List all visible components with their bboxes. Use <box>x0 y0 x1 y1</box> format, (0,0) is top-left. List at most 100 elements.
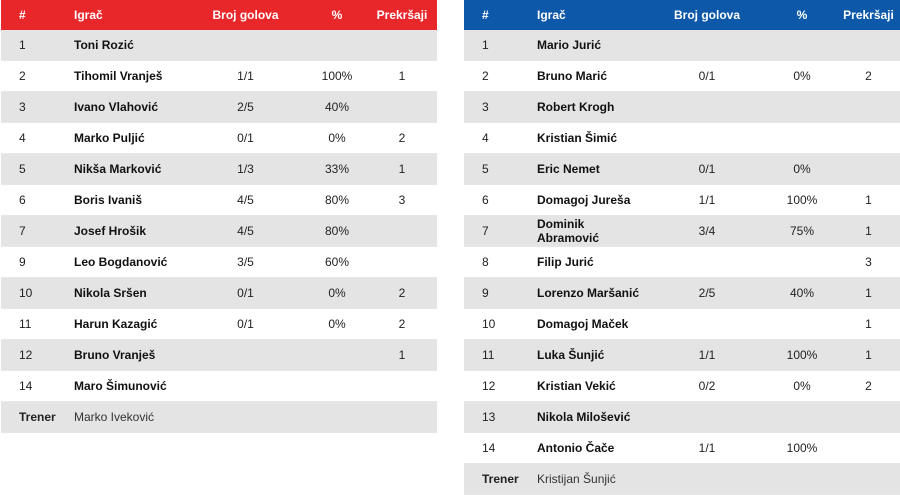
header-fouls: Prekršaji <box>376 8 428 22</box>
player-goals: 0/1 <box>184 122 307 154</box>
player-number: 5 <box>1 153 74 185</box>
player-percent: 80% <box>307 184 367 216</box>
header-fouls: Prekršaji <box>843 8 894 22</box>
player-number: 8 <box>464 246 537 278</box>
coach-row: Trener Marko Iveković <box>1 401 437 433</box>
coach-name: Marko Iveković <box>74 401 437 433</box>
player-row: 7 Dominik Abramović 3/4 75% 1 <box>464 215 900 247</box>
player-row: 8 Filip Jurić 3 <box>464 246 900 278</box>
player-name: Leo Bogdanović <box>74 246 184 278</box>
player-percent: 0% <box>767 370 837 402</box>
away-team-stats-table: # Igrač Broj golova % Prekršaji 1 Mario J… <box>464 0 900 495</box>
player-number: 13 <box>464 401 537 433</box>
player-goals: 1/1 <box>647 184 767 216</box>
player-row: 11 Luka Šunjić 1/1 100% 1 <box>464 339 900 371</box>
player-name: Filip Jurić <box>537 246 647 278</box>
player-goals: 4/5 <box>184 215 307 247</box>
player-fouls: 3 <box>367 184 437 216</box>
player-number: 6 <box>464 184 537 216</box>
player-name: Domagoj Maček <box>537 308 647 340</box>
header-player: Igrač <box>74 8 103 22</box>
player-row: 1 Mario Jurić <box>464 30 900 61</box>
player-number: 4 <box>1 122 74 154</box>
player-name: Josef Hrošik <box>74 215 184 247</box>
player-percent <box>767 122 837 154</box>
player-fouls <box>367 91 437 123</box>
player-row: 12 Bruno Vranješ 1 <box>1 339 437 371</box>
coach-row: Trener Kristijan Šunjić <box>464 463 900 495</box>
player-goals: 1/3 <box>184 153 307 185</box>
player-fouls: 2 <box>367 277 437 309</box>
player-row: 14 Maro Šimunović <box>1 370 437 402</box>
player-goals: 4/5 <box>184 184 307 216</box>
player-name: Boris Ivaniš <box>74 184 184 216</box>
player-row: 13 Nikola Milošević <box>464 401 900 433</box>
player-number: 10 <box>1 277 74 309</box>
player-row: 1 Toni Rozić <box>1 30 437 61</box>
player-fouls: 1 <box>837 215 900 247</box>
player-percent <box>307 339 367 371</box>
player-name: Eric Nemet <box>537 153 647 185</box>
player-name: Bruno Vranješ <box>74 339 184 371</box>
player-fouls: 1 <box>837 339 900 371</box>
player-number: 7 <box>1 215 74 247</box>
player-percent <box>307 370 367 402</box>
player-percent: 0% <box>767 153 837 185</box>
player-name: Mario Jurić <box>537 30 647 61</box>
header-number: # <box>19 8 26 22</box>
player-row: 6 Boris Ivaniš 4/5 80% 3 <box>1 184 437 216</box>
player-name: Lorenzo Maršanić <box>537 277 647 309</box>
player-number: 10 <box>464 308 537 340</box>
player-fouls <box>837 91 900 123</box>
player-percent <box>767 30 837 61</box>
player-name: Harun Kazagić <box>74 308 184 340</box>
player-row: 10 Domagoj Maček 1 <box>464 308 900 340</box>
player-goals <box>647 246 767 278</box>
player-fouls: 2 <box>367 308 437 340</box>
player-number: 14 <box>464 432 537 464</box>
player-fouls: 2 <box>837 370 900 402</box>
player-name: Luka Šunjić <box>537 339 647 371</box>
player-number: 9 <box>1 246 74 278</box>
player-fouls <box>367 246 437 278</box>
player-row: 9 Leo Bogdanović 3/5 60% <box>1 246 437 278</box>
away-table-header: # Igrač Broj golova % Prekršaji <box>464 0 900 30</box>
player-name: Maro Šimunović <box>74 370 184 402</box>
player-name: Nikola Sršen <box>74 277 184 309</box>
player-fouls <box>837 432 900 464</box>
player-fouls: 1 <box>367 339 437 371</box>
header-percent: % <box>331 8 343 22</box>
player-percent: 0% <box>767 60 837 92</box>
player-number: 12 <box>464 370 537 402</box>
player-number: 1 <box>1 30 74 61</box>
player-number: 5 <box>464 153 537 185</box>
coach-name: Kristijan Šunjić <box>537 463 900 495</box>
player-number: 12 <box>1 339 74 371</box>
coach-label: Trener <box>464 463 537 495</box>
header-number: # <box>482 8 489 22</box>
player-goals: 0/1 <box>647 60 767 92</box>
player-percent <box>767 308 837 340</box>
player-percent: 100% <box>767 184 837 216</box>
player-row: 12 Kristian Vekić 0/2 0% 2 <box>464 370 900 402</box>
home-table-header: # Igrač Broj golova % Prekršaji <box>1 0 437 30</box>
header-goals: Broj golova <box>673 8 740 22</box>
player-percent: 40% <box>767 277 837 309</box>
player-goals: 2/5 <box>184 91 307 123</box>
player-fouls: 2 <box>837 60 900 92</box>
player-fouls: 1 <box>837 184 900 216</box>
player-percent: 0% <box>307 308 367 340</box>
player-goals <box>184 339 307 371</box>
player-fouls <box>837 30 900 61</box>
player-fouls: 3 <box>837 246 900 278</box>
player-goals <box>647 122 767 154</box>
player-name: Antonio Čače <box>537 432 647 464</box>
player-percent: 80% <box>307 215 367 247</box>
player-percent: 100% <box>767 432 837 464</box>
player-fouls: 2 <box>367 122 437 154</box>
player-goals: 1/1 <box>647 432 767 464</box>
player-goals <box>647 30 767 61</box>
player-name: Kristian Šimić <box>537 122 647 154</box>
player-number: 4 <box>464 122 537 154</box>
player-goals: 3/4 <box>647 215 767 247</box>
